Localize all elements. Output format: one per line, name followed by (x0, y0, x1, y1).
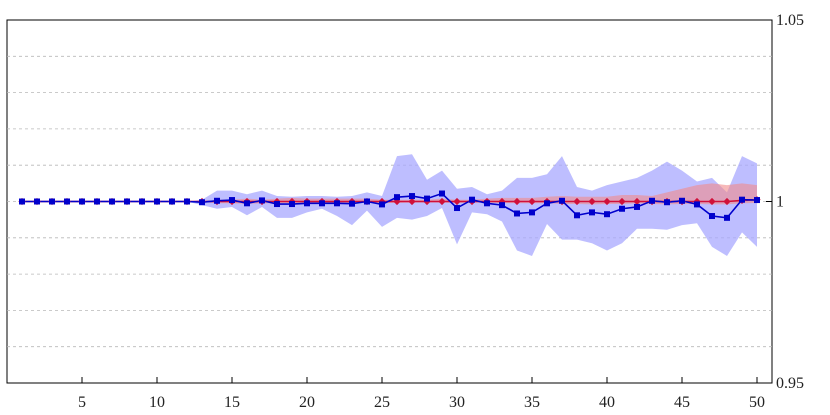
data-point (633, 197, 641, 206)
x-tick-label: 10 (149, 394, 165, 411)
data-point (634, 203, 640, 210)
data-point (708, 197, 716, 206)
data-point (124, 198, 130, 205)
x-tick-label: 5 (78, 394, 86, 411)
data-point (214, 197, 220, 204)
data-point (709, 213, 715, 220)
data-point (528, 197, 536, 206)
data-point (274, 201, 280, 208)
data-point (49, 198, 55, 205)
data-point (139, 198, 145, 205)
data-point (199, 199, 205, 206)
data-point (304, 200, 310, 207)
data-point (484, 200, 490, 207)
data-point (724, 214, 730, 221)
series-markers (18, 190, 761, 221)
y-tick-label: 0.95 (776, 375, 804, 392)
data-point (603, 197, 611, 206)
data-point (424, 195, 430, 202)
data-point (169, 198, 175, 205)
data-point (649, 197, 655, 204)
data-point (184, 198, 190, 205)
data-point (229, 197, 235, 204)
data-point (694, 201, 700, 208)
data-point (319, 200, 325, 207)
data-point (588, 197, 596, 206)
x-tick-label: 35 (524, 394, 540, 411)
data-point (604, 211, 610, 218)
data-point (513, 197, 521, 206)
data-point (664, 199, 670, 206)
series-band-1 (22, 154, 757, 256)
data-point (438, 197, 446, 206)
data-point (79, 198, 85, 205)
data-point (94, 198, 100, 205)
data-point (544, 200, 550, 207)
variance-bands (22, 154, 757, 256)
data-point (64, 198, 70, 205)
data-point (619, 205, 625, 212)
x-tick-label: 25 (374, 394, 390, 411)
data-point (739, 196, 745, 203)
x-tick-label: 20 (299, 394, 315, 411)
data-point (364, 198, 370, 205)
data-point (573, 197, 581, 206)
data-point (394, 194, 400, 201)
y-tick-label: 1.05 (776, 12, 804, 29)
data-point (244, 200, 250, 207)
x-tick-label: 40 (599, 394, 615, 411)
x-axis: 5 10 15 20 25 30 35 40 45 50 (78, 377, 765, 411)
data-point (109, 198, 115, 205)
data-point (334, 200, 340, 207)
data-point (379, 201, 385, 208)
data-point (529, 209, 535, 216)
data-point (514, 210, 520, 217)
data-point (34, 198, 40, 205)
data-point (289, 201, 295, 208)
data-point (19, 198, 25, 205)
data-point (574, 212, 580, 219)
data-point (618, 197, 626, 206)
y-axis: 0.95 1 1.05 (766, 12, 804, 392)
data-point (408, 197, 416, 206)
data-point (439, 190, 445, 197)
data-point (589, 209, 595, 216)
data-point (499, 202, 505, 209)
data-point (259, 197, 265, 204)
x-tick-label: 45 (674, 394, 690, 411)
data-point (679, 197, 685, 204)
data-point (154, 198, 160, 205)
data-point (453, 197, 461, 206)
data-point (409, 193, 415, 200)
series-band-0 (22, 183, 757, 205)
x-tick-label: 50 (749, 394, 765, 411)
data-point (454, 205, 460, 212)
x-tick-label: 30 (449, 394, 465, 411)
data-point (754, 197, 760, 204)
data-point (349, 200, 355, 207)
x-tick-label: 15 (224, 394, 240, 411)
y-tick-label: 1 (776, 194, 784, 211)
grid-lines (7, 55, 772, 348)
data-point (469, 196, 475, 203)
data-point (723, 197, 731, 206)
data-point (559, 197, 565, 204)
